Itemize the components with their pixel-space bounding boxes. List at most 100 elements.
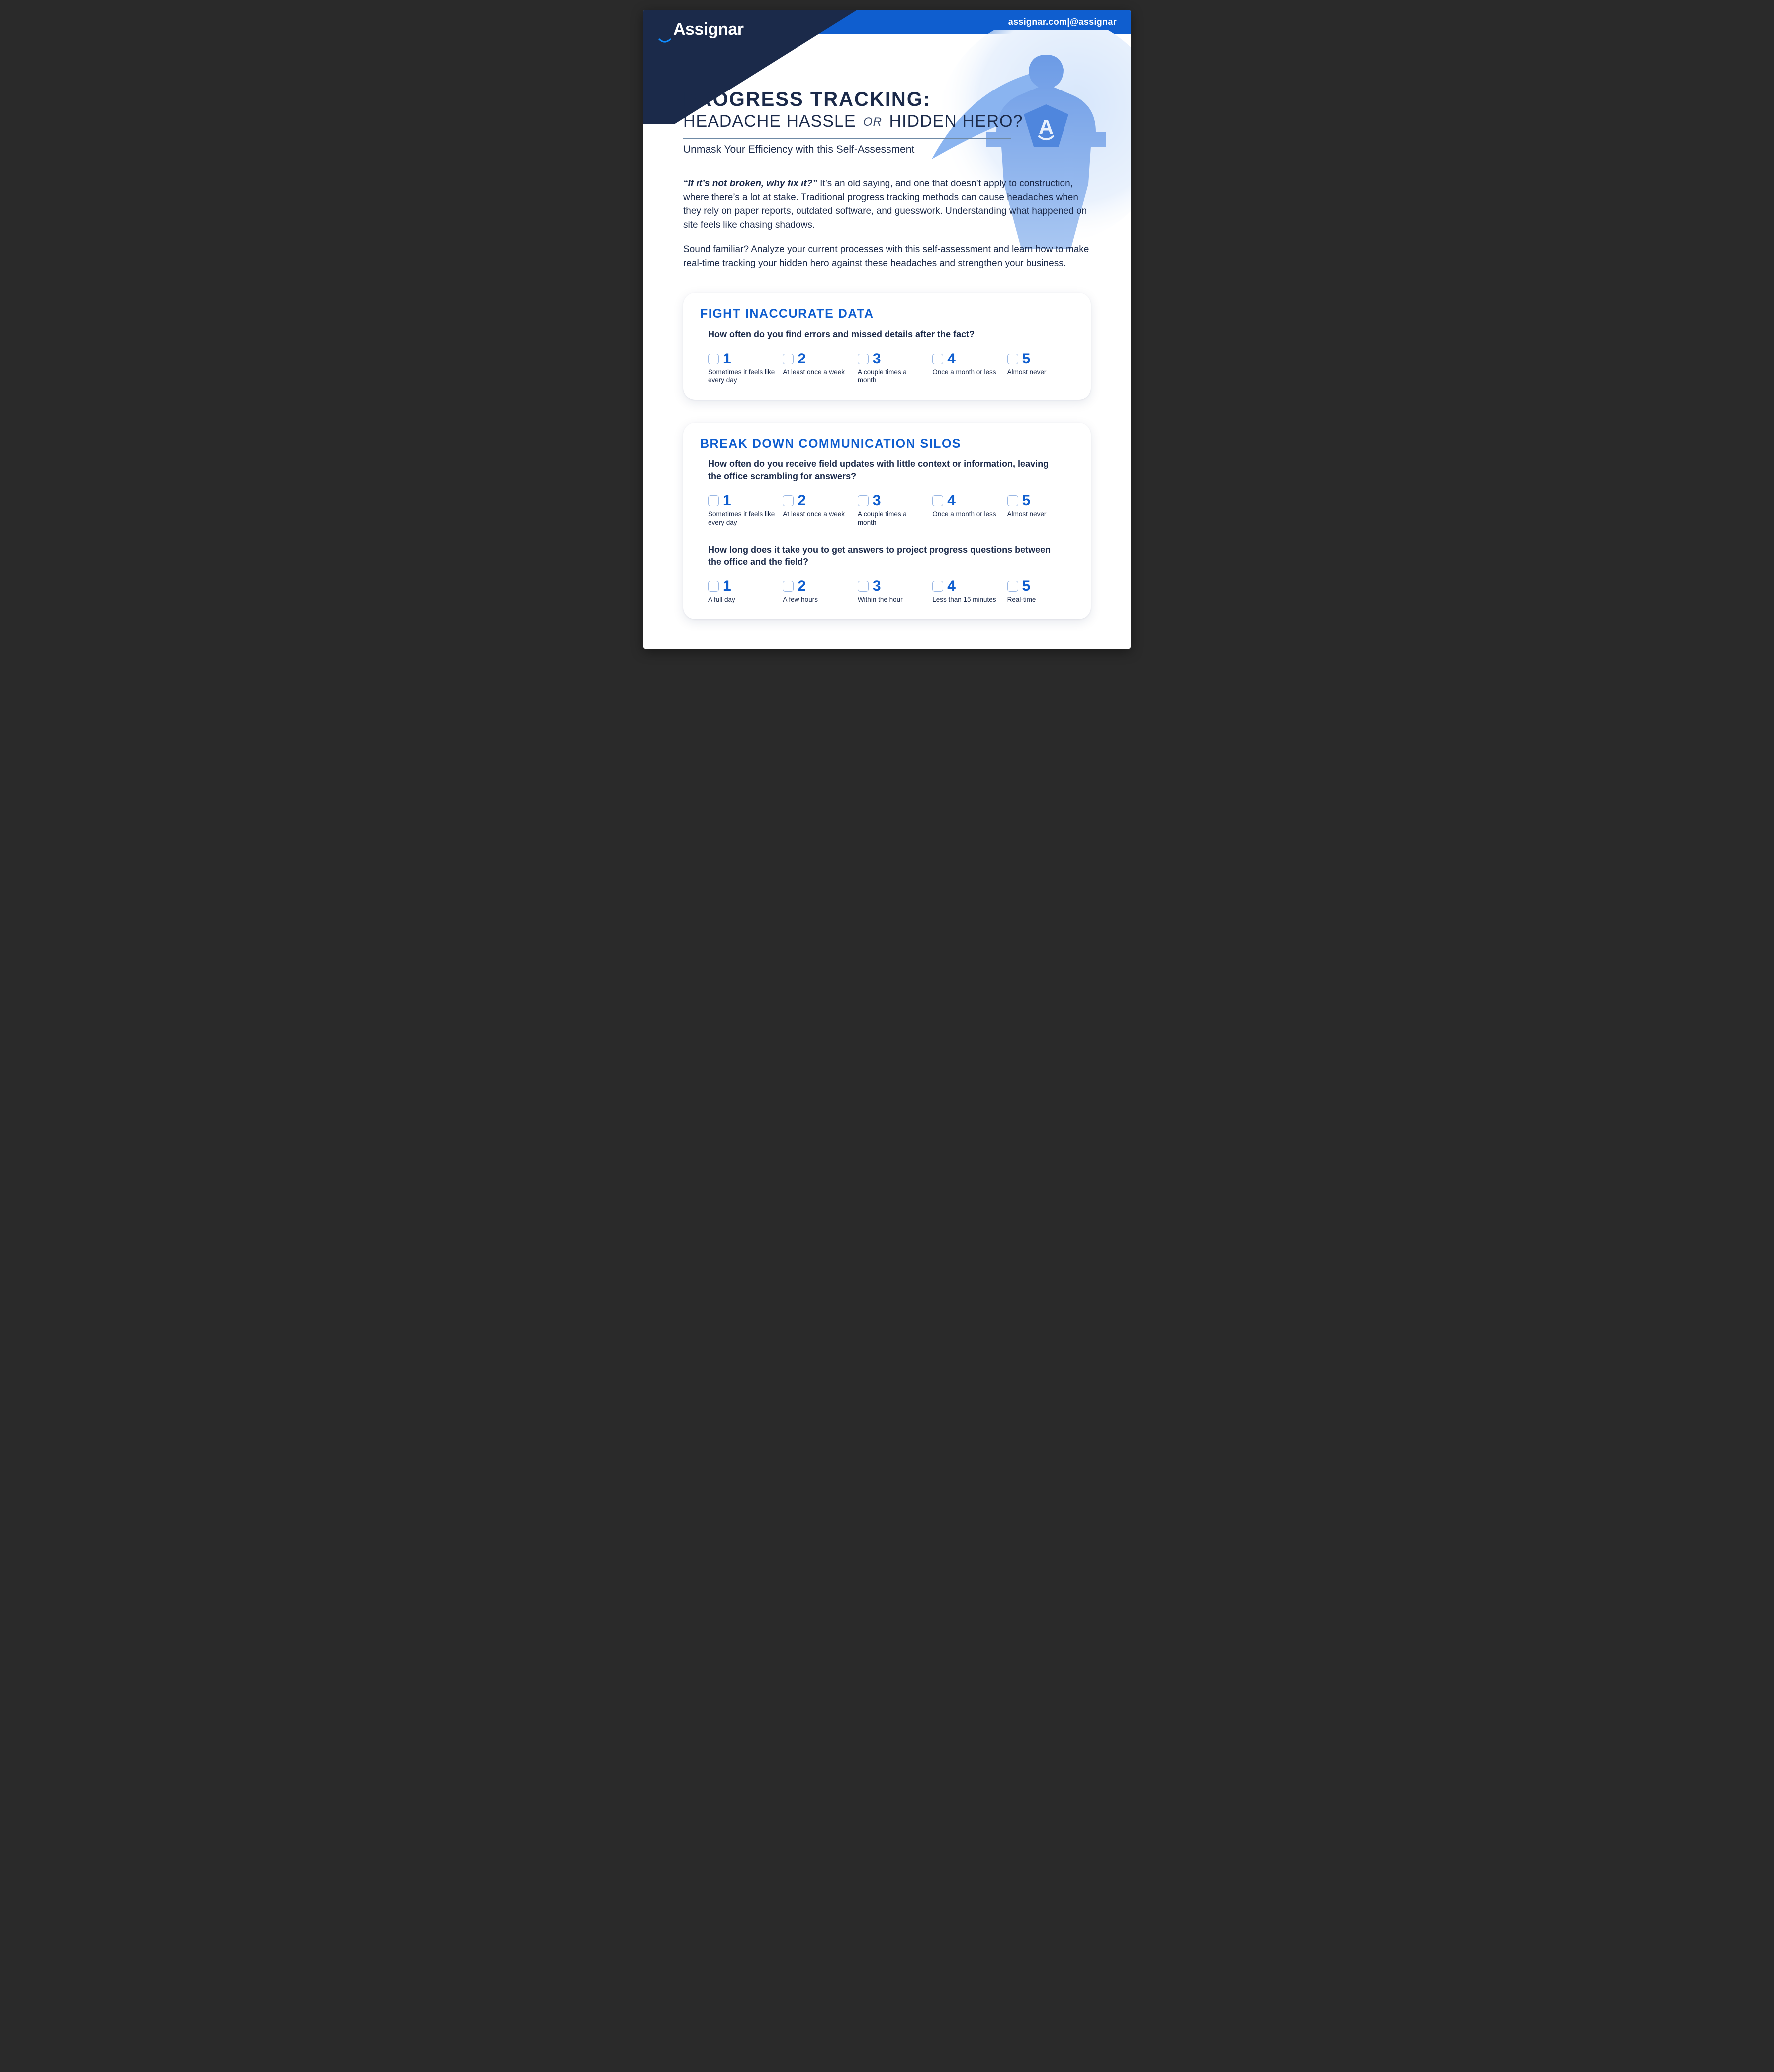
question-text: How long does it take you to get answers… (700, 544, 1058, 568)
intro-paragraph-1: “If it’s not broken, why fix it?” It’s a… (683, 177, 1091, 232)
option-top: 4 (932, 579, 999, 594)
options-row: 1 Sometimes it feels like every day 2 At le… (700, 493, 1074, 527)
option-label: Less than 15 minutes (932, 596, 999, 604)
card-title-row: BREAK DOWN COMMUNICATION SILOS (700, 437, 1074, 451)
option-checkbox[interactable] (858, 581, 869, 592)
option-checkbox[interactable] (783, 495, 794, 506)
title-part-a: HEADACHE HASSLE (683, 112, 856, 131)
page-title-line1: PROGRESS TRACKING: (683, 89, 1091, 111)
card-title: FIGHT INACCURATE DATA (700, 307, 874, 321)
intro-text: “If it’s not broken, why fix it?” It’s a… (683, 177, 1091, 270)
option-checkbox[interactable] (783, 581, 794, 592)
option-label: Sometimes it feels like every day (708, 368, 775, 385)
option-label: A full day (708, 596, 775, 604)
question-text: How often do you find errors and missed … (700, 328, 1058, 340)
option[interactable]: 3 A couple times a month (858, 493, 924, 527)
option[interactable]: 5 Almost never (1007, 493, 1074, 527)
option-top: 3 (858, 352, 924, 366)
option-checkbox[interactable] (858, 354, 869, 364)
page-subtitle: Unmask Your Efficiency with this Self-As… (683, 144, 1011, 156)
option-number: 5 (1022, 579, 1031, 594)
card-title-row: FIGHT INACCURATE DATA (700, 307, 1074, 321)
option[interactable]: 4 Less than 15 minutes (932, 579, 999, 604)
option-number: 4 (947, 579, 956, 594)
options-row: 1A full day 2 A few hours 3 Within the hour 4… (700, 579, 1074, 604)
option-label: Once a month or less (932, 368, 999, 377)
question-block: How often do you receive field updates w… (700, 458, 1074, 527)
option-top: 4 (932, 493, 999, 508)
option-number: 4 (947, 493, 956, 508)
option-checkbox[interactable] (932, 581, 943, 592)
card-title: BREAK DOWN COMMUNICATION SILOS (700, 437, 961, 451)
option[interactable]: 2 A few hours (783, 579, 849, 604)
option-top: 1 (708, 352, 775, 366)
option[interactable]: 2 At least once a week (783, 493, 849, 527)
question-block: How often do you find errors and missed … (700, 328, 1074, 385)
option-number: 1 (723, 352, 731, 366)
option-number: 3 (873, 493, 881, 508)
option[interactable]: 1 Sometimes it feels like every day (708, 493, 775, 527)
option-top: 2 (783, 579, 849, 594)
option-checkbox[interactable] (858, 495, 869, 506)
site-url: assignar.com (1008, 17, 1067, 27)
option-number: 3 (873, 352, 881, 366)
question-text: How often do you receive field updates w… (700, 458, 1058, 482)
option[interactable]: 3 A couple times a month (858, 352, 924, 385)
option-top: 2 (783, 352, 849, 366)
option-number: 4 (947, 352, 956, 366)
option-label: Almost never (1007, 368, 1074, 377)
option-top: 5 (1007, 579, 1074, 594)
option[interactable]: 3 Within the hour (858, 579, 924, 604)
option[interactable]: 1A full day (708, 579, 775, 604)
option[interactable]: 5Real-time (1007, 579, 1074, 604)
option-top: 3 (858, 579, 924, 594)
option-checkbox[interactable] (783, 354, 794, 364)
option-top: 5 (1007, 493, 1074, 508)
option-checkbox[interactable] (708, 495, 719, 506)
option-label: Once a month or less (932, 510, 999, 519)
brand-name: Assignar (673, 20, 744, 39)
option-number: 5 (1022, 352, 1031, 366)
option[interactable]: 4 Once a month or less (932, 493, 999, 527)
page-title-line2: HEADACHE HASSLE OR HIDDEN HERO? (683, 112, 1091, 131)
title-or: OR (861, 115, 884, 129)
option-label: A couple times a month (858, 510, 924, 527)
content-area: PROGRESS TRACKING: HEADACHE HASSLE OR HI… (643, 34, 1131, 649)
option-number: 2 (798, 352, 806, 366)
option[interactable]: 2 At least once a week (783, 352, 849, 385)
option-label: At least once a week (783, 510, 849, 519)
option-number: 2 (798, 579, 806, 594)
option-top: 2 (783, 493, 849, 508)
intro-paragraph-2: Sound familiar? Analyze your current pro… (683, 243, 1091, 270)
option-label: Almost never (1007, 510, 1074, 519)
title-rule-top (683, 138, 1011, 139)
page: assignar.com | @assignar Assignar (643, 10, 1131, 649)
brand-swoosh-icon (658, 38, 671, 42)
option-checkbox[interactable] (932, 354, 943, 364)
option-label: Sometimes it feels like every day (708, 510, 775, 527)
option-number: 1 (723, 493, 731, 508)
intro-quote: “If it’s not broken, why fix it?” (683, 179, 817, 189)
title-part-b: HIDDEN HERO? (889, 112, 1023, 131)
option[interactable]: 4 Once a month or less (932, 352, 999, 385)
options-row: 1 Sometimes it feels like every day 2 At le… (700, 352, 1074, 385)
option-checkbox[interactable] (708, 581, 719, 592)
option-checkbox[interactable] (932, 495, 943, 506)
option-checkbox[interactable] (1007, 495, 1018, 506)
option-number: 3 (873, 579, 881, 594)
question-block: How long does it take you to get answers… (700, 544, 1074, 604)
option[interactable]: 1 Sometimes it feels like every day (708, 352, 775, 385)
social-handle: @assignar (1070, 17, 1117, 27)
option-checkbox[interactable] (708, 354, 719, 364)
option-top: 3 (858, 493, 924, 508)
option-label: At least once a week (783, 368, 849, 377)
option-label: A couple times a month (858, 368, 924, 385)
option-checkbox[interactable] (1007, 581, 1018, 592)
option-checkbox[interactable] (1007, 354, 1018, 364)
option-top: 1 (708, 493, 775, 508)
option[interactable]: 5 Almost never (1007, 352, 1074, 385)
option-number: 5 (1022, 493, 1031, 508)
assessment-card: BREAK DOWN COMMUNICATION SILOS How often … (683, 423, 1091, 619)
option-label: Within the hour (858, 596, 924, 604)
option-label: A few hours (783, 596, 849, 604)
